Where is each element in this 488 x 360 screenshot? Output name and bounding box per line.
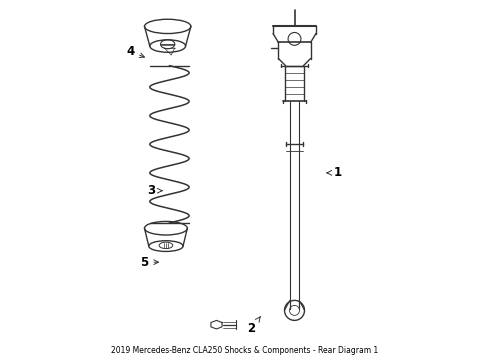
Text: 4: 4 bbox=[126, 45, 144, 58]
Text: 3: 3 bbox=[147, 184, 162, 197]
Text: 5: 5 bbox=[140, 256, 158, 269]
Text: 1: 1 bbox=[326, 166, 341, 179]
Text: 2019 Mercedes-Benz CLA250 Shocks & Components - Rear Diagram 1: 2019 Mercedes-Benz CLA250 Shocks & Compo… bbox=[111, 346, 377, 355]
Text: 2: 2 bbox=[247, 317, 260, 335]
